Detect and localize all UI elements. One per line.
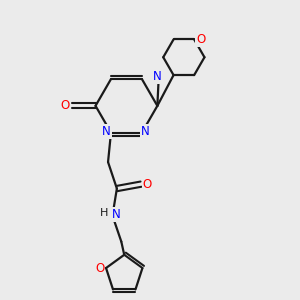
Text: N: N	[141, 124, 150, 138]
Text: N: N	[102, 124, 111, 138]
Text: O: O	[196, 33, 205, 46]
Text: O: O	[95, 262, 104, 275]
Text: N: N	[153, 70, 162, 83]
Text: N: N	[112, 208, 120, 221]
Text: O: O	[143, 178, 152, 190]
Text: O: O	[61, 99, 70, 112]
Text: N: N	[153, 70, 162, 83]
Text: H: H	[100, 208, 108, 218]
